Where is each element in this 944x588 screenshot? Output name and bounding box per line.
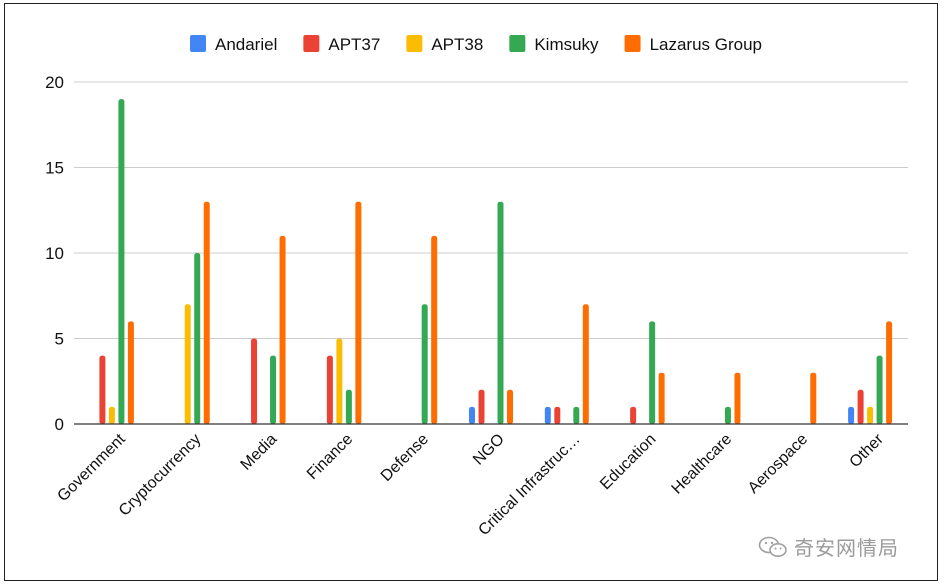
grid-lines	[74, 81, 908, 339]
x-tick-label: Government	[54, 430, 129, 505]
wechat-icon	[758, 536, 787, 557]
y-axis-tick-labels: 0 5 10 15 20	[45, 73, 64, 434]
x-tick-label: Media	[238, 431, 281, 474]
bar-kimsuky-government	[118, 99, 125, 424]
bar-lazarus-group-media	[279, 235, 286, 424]
bars	[99, 99, 893, 424]
bar-lazarus-group-finance	[355, 201, 362, 424]
x-tick-label: Aerospace	[745, 431, 811, 497]
bar-apt37-critical-infrastruc-	[554, 406, 561, 424]
legend-swatch-apt37	[303, 35, 320, 52]
bar-kimsuky-critical-infrastruc-	[573, 406, 580, 424]
bar-apt37-other	[857, 389, 864, 424]
legend-label-apt38: APT38	[431, 35, 483, 54]
bar-apt37-government	[99, 355, 106, 424]
chart-frame	[4, 3, 938, 581]
bar-kimsuky-other	[876, 355, 883, 424]
x-tick-label: Healthcare	[669, 431, 736, 498]
legend-swatch-andariel	[189, 35, 206, 52]
legend-label-andariel: Andariel	[215, 35, 277, 54]
x-tick-label: Finance	[304, 431, 356, 483]
bar-kimsuky-cryptocurrency	[194, 253, 201, 424]
legend-swatch-apt38	[406, 35, 423, 52]
bar-kimsuky-media	[270, 355, 277, 424]
bar-apt37-finance	[326, 355, 333, 424]
y-tick-label: 20	[45, 73, 64, 92]
bar-apt38-government	[108, 406, 115, 424]
x-tick-label: Cryptocurrency	[116, 431, 205, 520]
legend-swatch-lazarus-group	[624, 35, 641, 52]
bar-lazarus-group-defense	[431, 235, 438, 424]
bar-apt38-finance	[336, 338, 343, 424]
bar-apt37-ngo	[478, 389, 485, 424]
bar-kimsuky-ngo	[497, 201, 504, 424]
y-tick-label: 10	[45, 244, 64, 263]
bar-andariel-other	[848, 406, 855, 424]
bar-lazarus-group-healthcare	[734, 372, 741, 424]
legend-swatch-kimsuky	[509, 35, 526, 52]
bar-lazarus-group-aerospace	[810, 372, 817, 424]
bar-lazarus-group-education	[658, 372, 665, 424]
legend-label-kimsuky: Kimsuky	[534, 35, 599, 54]
watermark: 奇安网情局	[758, 532, 899, 561]
bar-lazarus-group-ngo	[507, 389, 513, 424]
bar-apt38-other	[867, 406, 874, 424]
legend-label-lazarus-group: Lazarus Group	[650, 35, 762, 54]
legend: Andariel APT37 APT38 Kimsuky Lazarus Group	[189, 35, 762, 54]
bar-lazarus-group-government	[127, 321, 134, 424]
y-tick-label: 5	[55, 330, 64, 349]
x-tick-label: Defense	[378, 431, 432, 485]
bar-kimsuky-healthcare	[724, 406, 731, 424]
legend-label-apt37: APT37	[328, 35, 380, 54]
x-tick-label: Education	[597, 431, 659, 493]
x-tick-label: NGO	[470, 431, 508, 469]
bar-kimsuky-finance	[345, 389, 352, 424]
bar-apt37-media	[251, 338, 258, 424]
bar-andariel-critical-infrastruc-	[544, 406, 551, 424]
bar-kimsuky-defense	[421, 304, 428, 424]
x-tick-label: Other	[847, 430, 888, 471]
bar-kimsuky-education	[649, 321, 656, 424]
y-tick-label: 0	[55, 415, 64, 434]
watermark-text: 奇安网情局	[794, 538, 899, 560]
bar-lazarus-group-cryptocurrency	[203, 201, 210, 424]
y-tick-label: 15	[45, 159, 64, 178]
bar-apt38-cryptocurrency	[184, 304, 191, 424]
bar-andariel-ngo	[469, 406, 475, 424]
bar-apt37-education	[630, 406, 637, 424]
bar-lazarus-group-other	[886, 321, 893, 424]
bar-lazarus-group-critical-infrastruc-	[582, 304, 589, 424]
